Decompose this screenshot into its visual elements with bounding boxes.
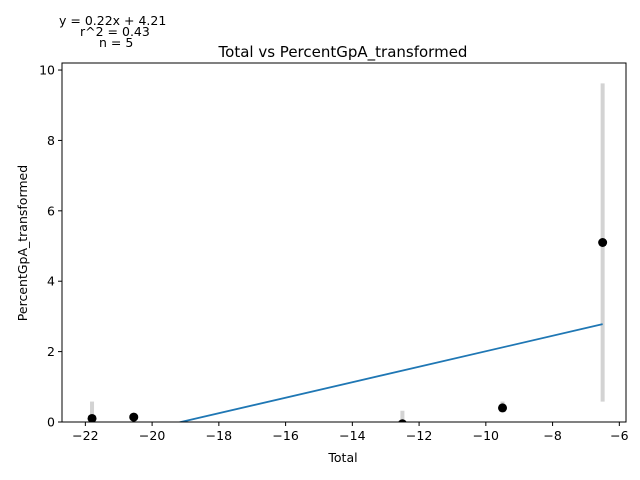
y-tick-label: 8 bbox=[47, 133, 55, 148]
fit-equation-annotation: y = 0.22x + 4.21 bbox=[59, 13, 166, 28]
data-point-1 bbox=[87, 413, 97, 422]
x-tick-label: −12 bbox=[406, 428, 432, 443]
x-tick-label: −6 bbox=[610, 428, 628, 443]
data-point-5 bbox=[598, 238, 608, 247]
y-axis-ticks: 0 2 4 6 8 10 bbox=[39, 63, 62, 430]
plot-area bbox=[87, 83, 608, 422]
x-tick-label: −16 bbox=[272, 428, 298, 443]
x-axis-ticks: −22 −20 −18 −16 −14 −12 −10 −8 −6 bbox=[72, 422, 629, 443]
y-tick-label: 2 bbox=[47, 344, 55, 359]
r-squared-annotation: r^2 = 0.43 bbox=[80, 24, 150, 39]
data-point-2 bbox=[129, 412, 139, 422]
x-tick-label: −8 bbox=[543, 428, 561, 443]
data-point-4 bbox=[498, 403, 508, 413]
y-axis-label: PercentGpA_transformed bbox=[15, 165, 30, 321]
y-tick-label: 0 bbox=[47, 415, 55, 430]
x-tick-label: −22 bbox=[72, 428, 98, 443]
y-tick-label: 10 bbox=[39, 63, 55, 78]
y-tick-label: 6 bbox=[47, 203, 55, 218]
regression-line bbox=[176, 323, 603, 422]
x-tick-label: −20 bbox=[139, 428, 165, 443]
x-axis-label: Total bbox=[327, 450, 357, 465]
x-tick-label: −10 bbox=[473, 428, 499, 443]
chart-title: Total vs PercentGpA_transformed bbox=[218, 43, 468, 62]
y-tick-label: 4 bbox=[47, 274, 55, 289]
x-tick-label: −14 bbox=[339, 428, 365, 443]
axes-frame bbox=[61, 62, 627, 423]
fit-line-group bbox=[176, 323, 603, 422]
n-count-annotation: n = 5 bbox=[99, 35, 133, 50]
data-point-3 bbox=[398, 419, 407, 422]
x-tick-label: −18 bbox=[206, 428, 232, 443]
points-group bbox=[87, 238, 608, 422]
